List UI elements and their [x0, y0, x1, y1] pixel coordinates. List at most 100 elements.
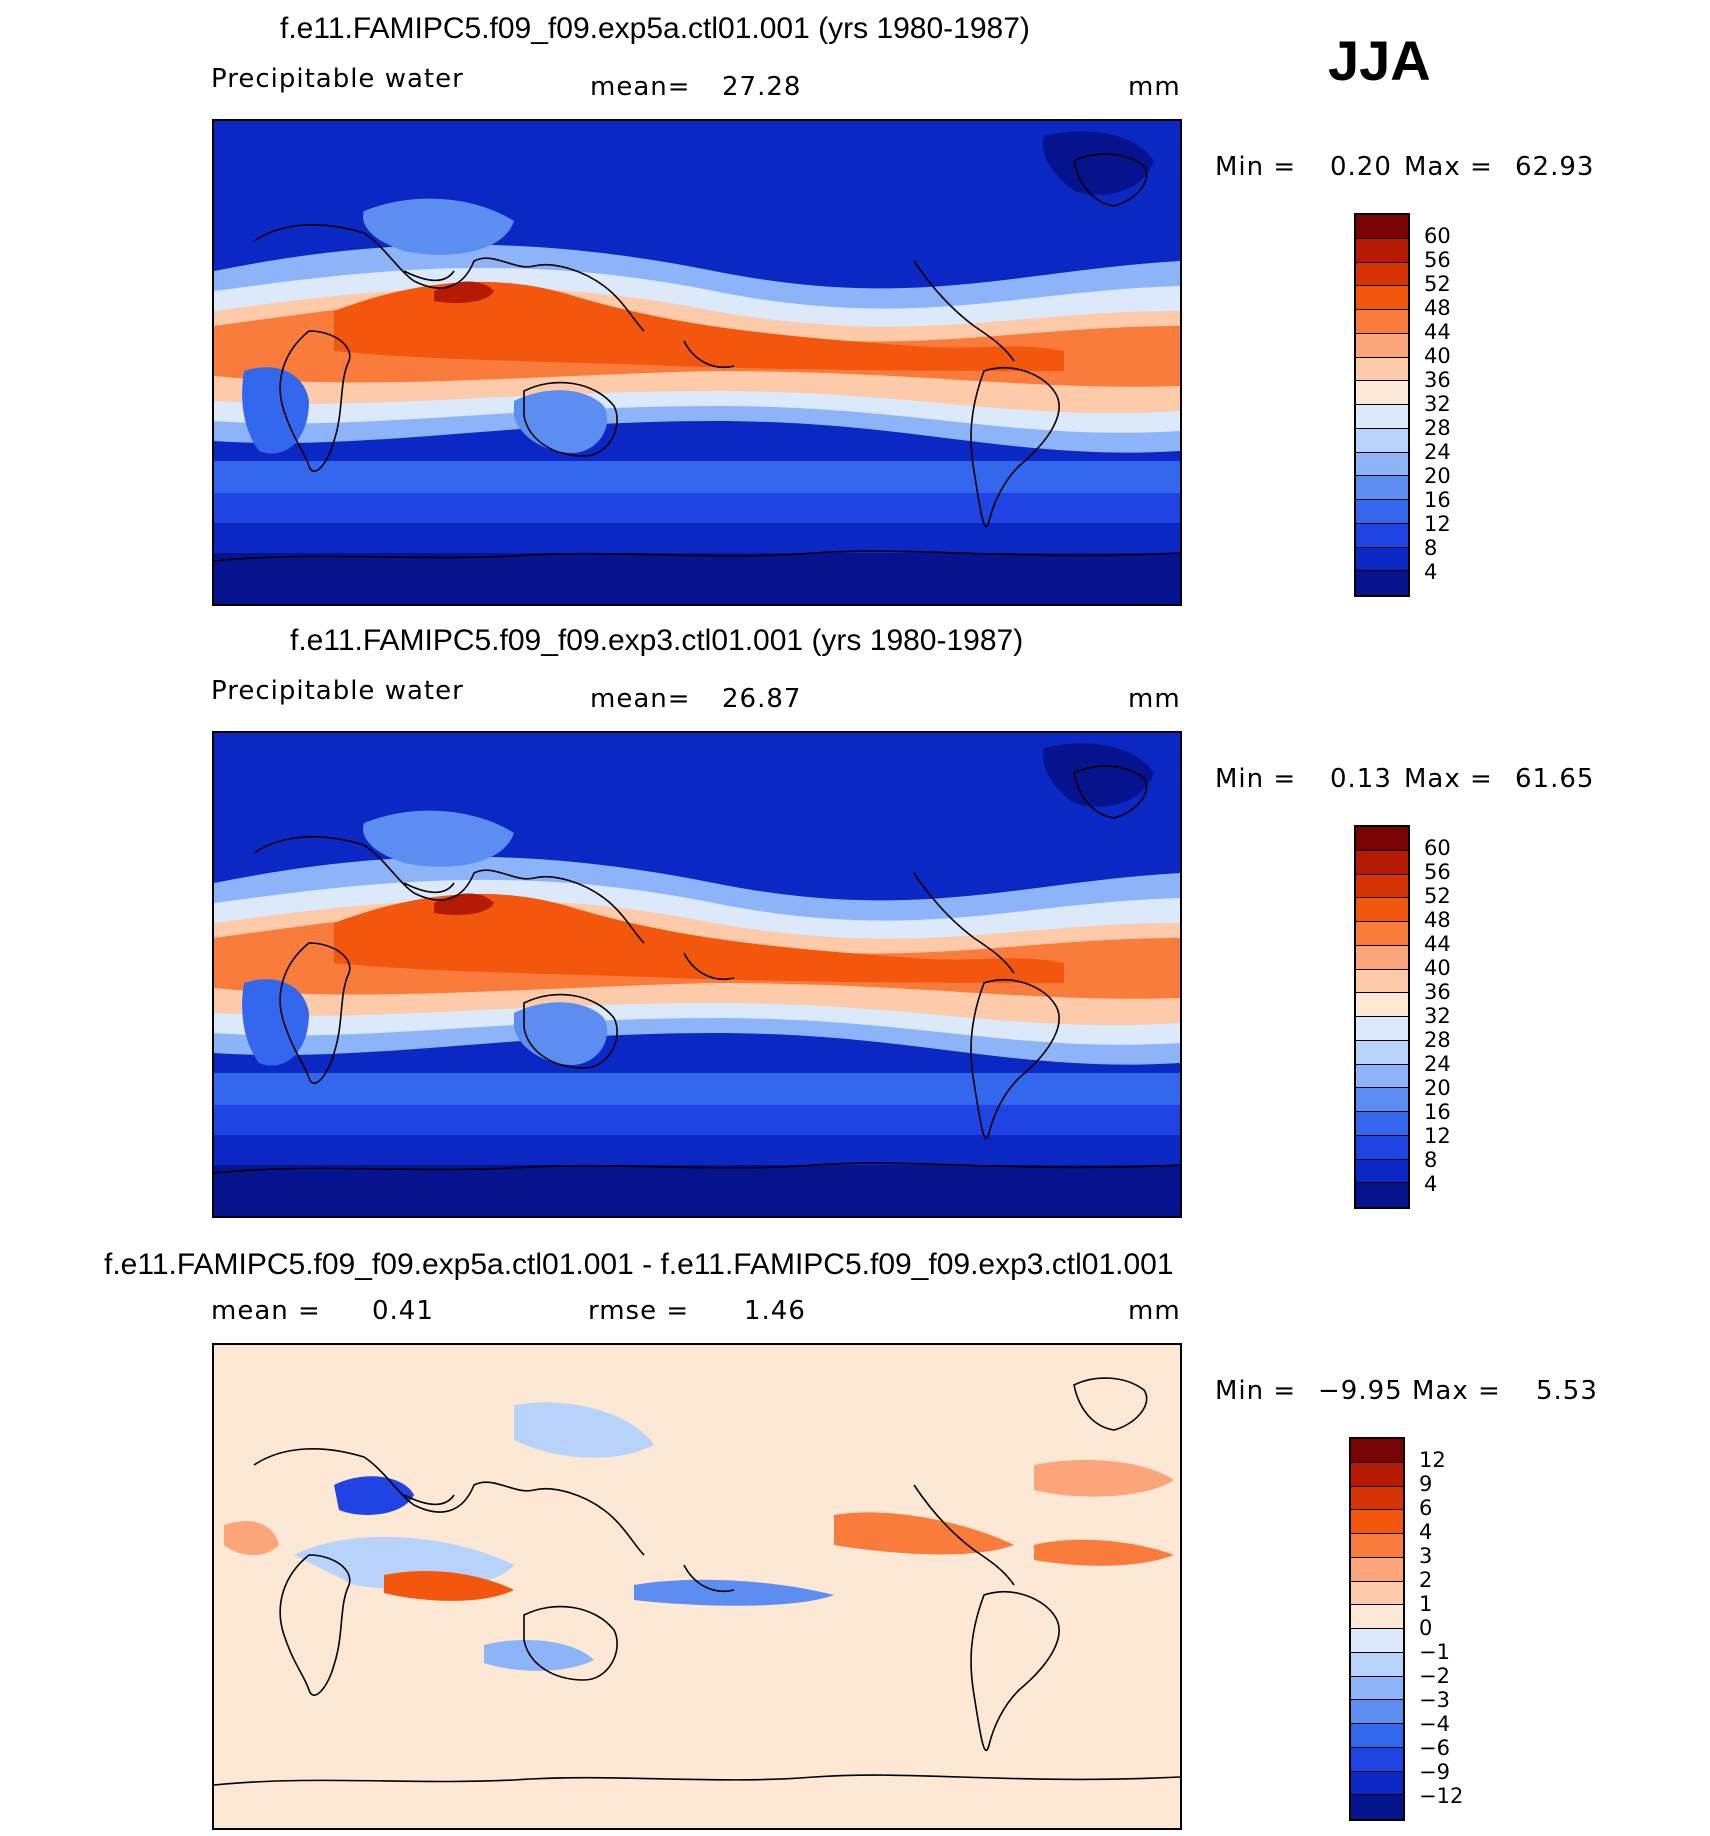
panel-2-mean-label: mean= [590, 684, 691, 714]
colorbar-swatch [1351, 1795, 1403, 1819]
panel-1-max-label: Max = [1404, 152, 1493, 182]
colorbar-swatch [1351, 1700, 1403, 1724]
colorbar-swatch [1356, 476, 1408, 500]
panel-1-mean-label: mean= [590, 72, 691, 102]
colorbar-swatch [1351, 1462, 1403, 1487]
colorbar-level-label: 40 [1424, 956, 1451, 980]
panel-2-colorbar [1354, 825, 1410, 1209]
colorbar-swatch [1356, 523, 1408, 548]
map-diff-neg-band [634, 1579, 834, 1606]
coastline [253, 1448, 645, 1556]
colorbar-level-label: 20 [1424, 464, 1451, 488]
colorbar-swatch [1356, 547, 1408, 572]
colorbar-swatch [1356, 850, 1408, 875]
panel-3-title: f.e11.FAMIPC5.f09_f09.exp5a.ctl01.001 - … [104, 1248, 1174, 1281]
colorbar-level-label: 8 [1424, 1148, 1438, 1172]
colorbar-level-label: 3 [1419, 1544, 1433, 1568]
map-tropical-core [334, 281, 1064, 371]
colorbar-level-label: 4 [1424, 1172, 1438, 1196]
colorbar-level-label: 12 [1419, 1448, 1446, 1472]
map-diff-pos-band [834, 1512, 1014, 1555]
colorbar-level-label: 12 [1424, 1124, 1451, 1148]
panel-2-title: f.e11.FAMIPC5.f09_f09.exp3.ctl01.001 (yr… [290, 624, 1024, 657]
colorbar-level-label: 12 [1424, 512, 1451, 536]
map-polar-band [214, 551, 1180, 604]
colorbar-level-label: 44 [1424, 320, 1451, 344]
map-diff-neg [484, 1640, 594, 1671]
colorbar-swatch [1356, 1159, 1408, 1184]
coastline [523, 993, 618, 1069]
map-greenland-dry [1043, 743, 1154, 807]
colorbar-level-label: −12 [1419, 1784, 1464, 1808]
colorbar-level-label: 36 [1424, 368, 1451, 392]
panel-3-min-value: −9.95 [1318, 1376, 1403, 1406]
colorbar-swatch [1356, 357, 1408, 382]
coastline [403, 882, 455, 894]
coastline [970, 979, 1060, 1140]
colorbar-level-label: 52 [1424, 884, 1451, 908]
coastline [683, 952, 735, 980]
map-dry-australia [514, 1002, 608, 1065]
coastline [253, 224, 645, 332]
colorbar-level-label: 4 [1419, 1520, 1433, 1544]
colorbar-level-label: −2 [1419, 1664, 1450, 1688]
colorbar-swatch [1356, 238, 1408, 263]
colorbar-swatch [1351, 1439, 1403, 1463]
colorbar-swatch [1356, 286, 1408, 310]
coastline [970, 1591, 1060, 1752]
coastline [1073, 765, 1148, 819]
colorbar-swatch [1356, 945, 1408, 970]
coastline [279, 330, 351, 473]
colorbar-level-label: 20 [1424, 1076, 1451, 1100]
colorbar-swatch [1356, 215, 1408, 239]
panel-3-max-value: 5.53 [1536, 1376, 1598, 1406]
panel-2-mean-value: 26.87 [722, 684, 802, 714]
colorbar-level-label: 6 [1419, 1496, 1433, 1520]
map-dry-asia [363, 198, 514, 255]
colorbar-swatch [1351, 1605, 1403, 1629]
colorbar-level-label: 60 [1424, 836, 1451, 860]
colorbar-level-label: 32 [1424, 392, 1451, 416]
colorbar-swatch [1356, 1112, 1408, 1136]
colorbar-swatch [1356, 262, 1408, 287]
panel-3-mean-label: mean = [211, 1296, 321, 1326]
panel-1-colorbar [1354, 213, 1410, 597]
colorbar-level-label: 32 [1424, 1004, 1451, 1028]
panel-3-rmse-label: rmse = [588, 1296, 690, 1326]
coastline [1073, 153, 1148, 207]
map-diff-pos [1034, 1460, 1174, 1497]
colorbar-swatch [1356, 1017, 1408, 1041]
colorbar-swatch [1356, 571, 1408, 595]
panel-3-rmse-value: 1.46 [744, 1296, 806, 1326]
colorbar-level-label: 4 [1424, 560, 1438, 584]
map-diff-neg [514, 1402, 654, 1458]
map-tropical-core [334, 893, 1064, 983]
map-band [214, 1133, 1180, 1165]
coastline [523, 1605, 618, 1681]
panel-1-title: f.e11.FAMIPC5.f09_f09.exp5a.ctl01.001 (y… [280, 12, 1030, 45]
colorbar-swatch [1356, 898, 1408, 922]
panel-3-min-label: Min = [1215, 1376, 1297, 1406]
map-diff-pos-band [1034, 1539, 1174, 1566]
map-band [214, 521, 1180, 553]
coastline [913, 260, 1015, 362]
panel-1-map [212, 119, 1182, 606]
panel-2-max-label: Max = [1404, 764, 1493, 794]
coastline [214, 1162, 1180, 1174]
colorbar-swatch [1351, 1510, 1403, 1534]
coastline [913, 872, 1015, 974]
colorbar-swatch [1356, 969, 1408, 994]
panel-2-units: mm [1128, 684, 1181, 714]
colorbar-level-label: −9 [1419, 1760, 1450, 1784]
colorbar-swatch [1356, 500, 1408, 524]
panel-1-mean-value: 27.28 [722, 72, 802, 102]
panel-3-max-label: Max = [1412, 1376, 1501, 1406]
panel-1-max-value: 62.93 [1515, 152, 1595, 182]
colorbar-swatch [1356, 1088, 1408, 1112]
panel-3-units: mm [1128, 1296, 1181, 1326]
coastline [970, 367, 1060, 528]
coastline [913, 1484, 1015, 1586]
colorbar-level-label: 9 [1419, 1472, 1433, 1496]
panel-2-min-label: Min = [1215, 764, 1297, 794]
panel-3-mean-value: 0.41 [372, 1296, 434, 1326]
